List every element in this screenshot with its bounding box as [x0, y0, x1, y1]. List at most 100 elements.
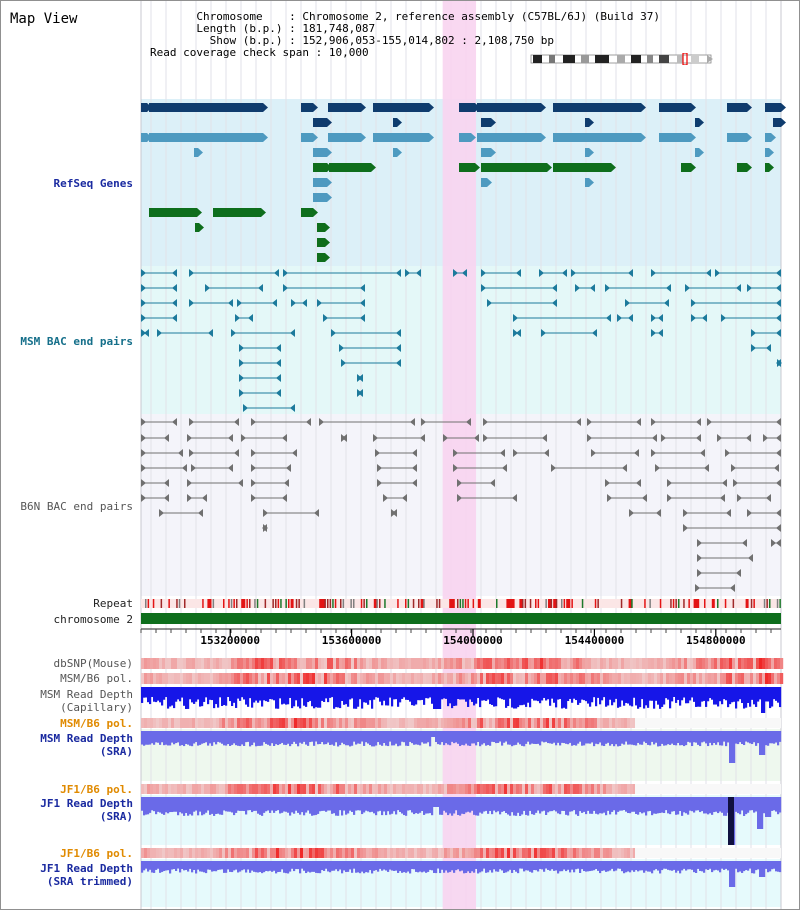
dbsnp-cell [585, 658, 589, 669]
jf1-depth-trim-bar [743, 861, 746, 872]
jf1-b6-pol2-cell [621, 848, 625, 858]
msm-depth-sra-bar [327, 731, 330, 743]
jf1-b6-pol-cell [306, 784, 310, 794]
jf1-depth-trim-bar [711, 861, 714, 873]
jf1-depth-sra-bar [601, 797, 604, 814]
msm-bac-pair-end [290, 404, 295, 412]
jf1-b6-pol-cell [159, 784, 163, 794]
track-label-b6n-bac[interactable]: B6N BAC end pairs [20, 500, 133, 513]
msm-depth-sra-bar [609, 731, 612, 746]
jf1-depth-sra-bar [401, 797, 404, 814]
jf1-b6-pol2-cell [471, 848, 475, 858]
msm-b6-pol-cell [693, 673, 697, 684]
dbsnp-cell [744, 658, 748, 669]
jf1-b6-pol-cell [282, 784, 286, 794]
msm-depth-cap-bar [627, 687, 630, 704]
dbsnp-cell [285, 658, 289, 669]
jf1-b6-pol-cell [432, 784, 436, 794]
jf1-depth-sra-bar [639, 797, 642, 813]
msm-depth-sra-bar [373, 731, 376, 747]
msm-b6-pol2-cell [498, 718, 502, 728]
jf1-depth-trim-bar [633, 861, 636, 872]
track-label-msm-bac[interactable]: MSM BAC end pairs [20, 335, 133, 348]
msm-depth-cap-bar [771, 687, 774, 707]
msm-depth-cap-bar [401, 687, 404, 699]
chromosome-ideogram[interactable] [529, 53, 714, 65]
msm-depth-cap-bar [197, 687, 200, 700]
gene-feature [765, 133, 771, 142]
msm-depth-cap-bar [531, 687, 534, 699]
gene-feature [313, 118, 327, 127]
msm-depth-cap-bar [227, 687, 230, 698]
b6n-bac-pair-end [607, 494, 612, 502]
repeat-element [340, 599, 342, 608]
msm-depth-sra-bar [435, 731, 438, 743]
jf1-depth-trim-bar [651, 861, 654, 874]
b6n-bac-pair-end [187, 479, 192, 487]
repeat-element [670, 599, 672, 608]
msm-depth-cap-bar [145, 687, 148, 698]
msm-bac-pair-end [751, 344, 756, 352]
jf1-depth-sra-bar [435, 797, 438, 807]
msm-bac-pair-end [562, 269, 567, 277]
track-label-msm-depth-capillary[interactable]: MSM Read Depth (Capillary) [40, 688, 133, 714]
msm-depth-sra-bar [425, 731, 428, 744]
repeat-element [675, 599, 677, 608]
jf1-b6-pol-cell [564, 784, 568, 794]
jf1-depth-sra-bar [645, 797, 648, 816]
msm-depth-sra-bar [271, 731, 274, 744]
msm-b6-pol-cell [201, 673, 205, 684]
jf1-depth-sra-bar [739, 797, 742, 815]
gene-feature-arrow [769, 163, 774, 172]
dbsnp-cell [432, 658, 436, 669]
b6n-bac-pair-end [234, 449, 239, 457]
jf1-depth-sra-bar [519, 797, 522, 816]
jf1-depth-trim-bar [611, 861, 614, 869]
track-label-jf1-b6-pol-2[interactable]: JF1/B6 pol. [60, 847, 133, 860]
track-label-chromosome[interactable]: chromosome 2 [53, 613, 133, 626]
jf1-depth-trim-bar [375, 861, 378, 871]
jf1-b6-pol2-cell [318, 848, 322, 858]
track-label-msm-b6-pol[interactable]: MSM/B6 pol. [60, 672, 133, 685]
gene-feature-arrow [589, 178, 594, 187]
jf1-b6-pol-cell [150, 784, 154, 794]
repeat-element [766, 599, 768, 608]
track-label-jf1-b6-pol[interactable]: JF1/B6 pol. [60, 783, 133, 796]
msm-depth-cap-bar [539, 687, 542, 704]
msm-b6-pol-cell [522, 673, 526, 684]
track-label-refseq[interactable]: RefSeq Genes [53, 177, 133, 190]
msm-b6-pol2-cell [549, 718, 553, 728]
dbsnp-cell [345, 658, 349, 669]
track-label-jf1-depth-trimmed[interactable]: JF1 Read Depth (SRA trimmed) [40, 862, 133, 888]
jf1-depth-trim-bar [773, 861, 776, 869]
track-label-repeat[interactable]: Repeat [93, 597, 133, 610]
gene-feature-arrow [641, 103, 646, 112]
msm-depth-sra-bar [589, 731, 592, 744]
jf1-depth-sra-bar [503, 797, 506, 812]
dbsnp-cell [303, 658, 307, 669]
jf1-b6-pol2-cell [417, 848, 421, 858]
jf1-b6-pol-cell [360, 784, 364, 794]
track-label-dbsnp[interactable]: dbSNP(Mouse) [53, 657, 133, 670]
msm-b6-pol-cell [207, 673, 211, 684]
track-label-msm-b6-pol-2[interactable]: MSM/B6 pol. [60, 717, 133, 730]
msm-depth-sra-bar [541, 731, 544, 742]
jf1-b6-pol-cell [216, 784, 220, 794]
msm-bac-pair-end [605, 284, 610, 292]
msm-depth-cap-bar [739, 687, 742, 700]
dbsnp-cell [753, 658, 757, 669]
repeat-element [581, 599, 584, 608]
msm-depth-cap-bar [451, 687, 454, 709]
track-label-jf1-depth-sra[interactable]: JF1 Read Depth (SRA) [40, 797, 133, 823]
jf1-b6-pol2-cell [180, 848, 184, 858]
msm-depth-sra-bar [359, 731, 362, 744]
track-label-msm-depth-sra[interactable]: MSM Read Depth (SRA) [40, 732, 133, 758]
dbsnp-cell [492, 658, 496, 669]
dbsnp-cell [255, 658, 259, 669]
msm-bac-pair-end [606, 314, 611, 322]
msm-depth-cap-bar [721, 687, 724, 705]
jf1-b6-pol-cell [210, 784, 214, 794]
repeat-element [462, 599, 464, 608]
